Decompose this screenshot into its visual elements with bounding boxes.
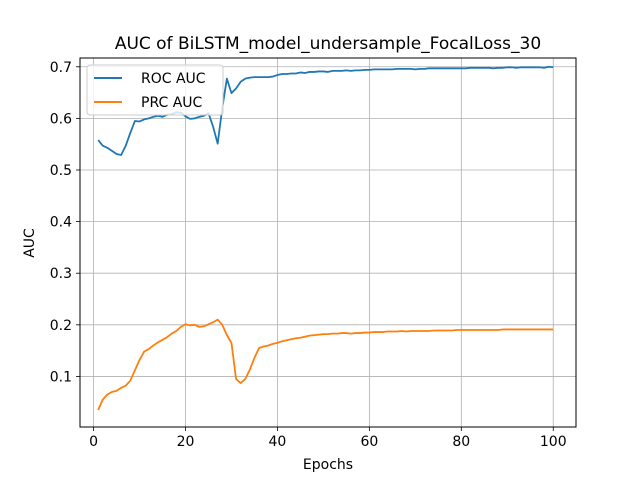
y-tick-label: 0.7 [50, 60, 72, 76]
x-tick-label: 80 [452, 434, 470, 450]
x-axis-ticks: 0 20 40 60 80 100 [89, 427, 567, 450]
x-axis-label: Epochs [303, 457, 353, 473]
y-tick-label: 0.2 [50, 318, 72, 334]
y-axis-ticks: 0.1 0.2 0.3 0.4 0.5 0.6 0.7 [50, 60, 80, 385]
grid-lines [80, 58, 576, 427]
legend: ROC AUC PRC AUC [86, 64, 224, 116]
x-tick-label: 100 [540, 434, 567, 450]
x-tick-label: 40 [269, 434, 287, 450]
x-tick-label: 60 [360, 434, 378, 450]
x-tick-label: 0 [89, 434, 98, 450]
series-line-prc [97, 318, 554, 411]
y-tick-label: 0.3 [50, 266, 72, 282]
chart-title: AUC of BiLSTM_model_undersample_FocalLos… [115, 34, 541, 54]
y-tick-label: 0.5 [50, 163, 72, 179]
y-tick-label: 0.6 [50, 111, 72, 127]
y-tick-label: 0.1 [50, 369, 72, 385]
plot-frame [79, 57, 577, 428]
legend-label-prc: PRC AUC [141, 95, 203, 111]
y-tick-label: 0.4 [50, 215, 72, 231]
legend-label-roc: ROC AUC [141, 71, 206, 87]
x-tick-label: 20 [177, 434, 195, 450]
y-axis-label: AUC [22, 228, 38, 258]
